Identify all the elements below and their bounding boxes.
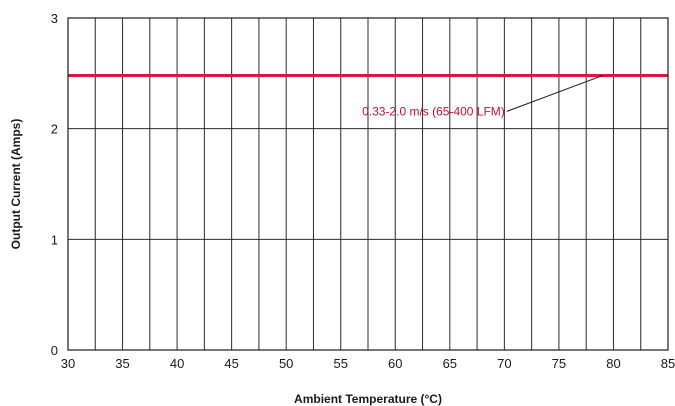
x-tick-label: 35 (115, 356, 129, 371)
plot-border (67, 17, 669, 351)
x-tick-label: 85 (661, 356, 675, 371)
x-tick-label: 45 (224, 356, 238, 371)
y-tick-label: 2 (51, 122, 58, 137)
x-tick-label: 75 (552, 356, 566, 371)
annotation-leader-line (506, 75, 603, 112)
chart-grid (68, 18, 668, 350)
x-tick-label: 65 (443, 356, 457, 371)
x-tick-label: 30 (61, 356, 75, 371)
y-tick-label: 1 (51, 232, 58, 247)
x-tick-label: 55 (333, 356, 347, 371)
chart-annotations: 0.33-2.0 m/s (65-400 LFM) (362, 75, 603, 118)
x-tick-label: 40 (170, 356, 184, 371)
x-tick-label: 50 (279, 356, 293, 371)
y-axis-title: Output Current (Amps) (9, 119, 23, 250)
x-tick-label: 70 (497, 356, 511, 371)
series-annotation-label: 0.33-2.0 m/s (65-400 LFM) (362, 104, 505, 118)
x-axis-title: Ambient Temperature (°C) (294, 392, 442, 406)
y-tick-label: 3 (51, 11, 58, 26)
y-tick-label: 0 (51, 343, 58, 358)
axis-tick-labels: 30 35 40 45 50 55 60 65 70 75 80 85 0 1 2 3 (51, 11, 675, 371)
x-tick-label: 60 (388, 356, 402, 371)
plot-frame (67, 17, 669, 351)
x-tick-label: 80 (606, 356, 620, 371)
